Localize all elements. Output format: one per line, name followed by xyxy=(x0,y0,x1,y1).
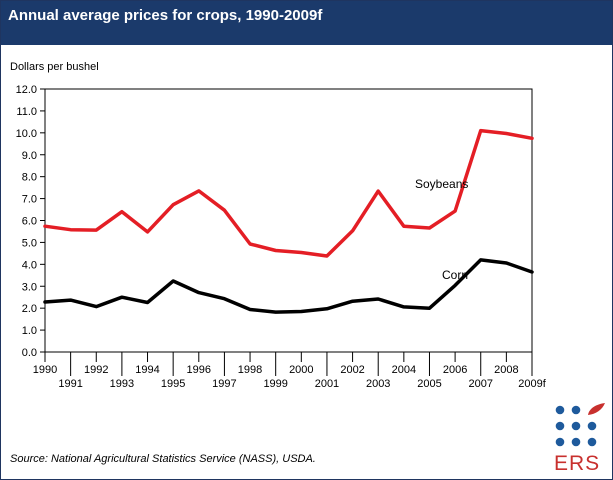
series-label-soybeans: Soybeans xyxy=(415,177,468,191)
x-tick-label: 1990 xyxy=(33,364,57,376)
ers-logo xyxy=(555,403,605,447)
y-tick-label: 4.0 xyxy=(22,259,37,271)
x-tick-label: 2007 xyxy=(468,378,492,390)
ers-logo-text: ERS xyxy=(554,452,601,475)
y-tick-label: 9.0 xyxy=(22,150,37,162)
x-tick-label: 2008 xyxy=(494,364,518,376)
x-tick-label: 2003 xyxy=(366,378,390,390)
y-tick-label: 1.0 xyxy=(22,325,37,337)
header-bar: Annual average prices for crops, 1990-20… xyxy=(1,1,612,45)
y-tick-label: 5.0 xyxy=(22,237,37,249)
y-tick-label: 6.0 xyxy=(22,216,37,228)
x-tick-label: 1998 xyxy=(238,364,262,376)
y-tick-label: 7.0 xyxy=(22,194,37,206)
x-tick-label: 1993 xyxy=(110,378,134,390)
x-tick-label: 2000 xyxy=(289,364,313,376)
logo-dots-icon xyxy=(555,405,597,447)
x-tick-label: 2005 xyxy=(417,378,441,390)
y-tick-label: 12.0 xyxy=(16,84,37,96)
y-tick-label: 8.0 xyxy=(22,172,37,184)
x-tick-label: 2009f xyxy=(518,378,546,390)
y-axis-label: Dollars per bushel xyxy=(10,61,99,73)
source-note: Source: National Agricultural Statistics… xyxy=(10,453,316,465)
x-tick-label: 2002 xyxy=(340,364,364,376)
y-tick-label: 0.0 xyxy=(22,347,37,359)
x-tick-label: 2006 xyxy=(443,364,467,376)
y-tick-label: 2.0 xyxy=(22,303,37,315)
x-tick-label: 1991 xyxy=(58,378,82,390)
series-line-corn xyxy=(43,258,534,314)
y-tick-label: 11.0 xyxy=(16,106,37,118)
x-tick-label: 1997 xyxy=(212,378,236,390)
x-tick-label: 2001 xyxy=(315,378,339,390)
x-tick-label: 1994 xyxy=(135,364,159,376)
x-tick-label: 1999 xyxy=(263,378,287,390)
logo-leaf-icon xyxy=(588,403,605,415)
x-tick-label: 1992 xyxy=(84,364,108,376)
chart-title: Annual average prices for crops, 1990-20… xyxy=(8,7,323,24)
x-tick-label: 1996 xyxy=(187,364,211,376)
x-tick-label: 1995 xyxy=(161,378,185,390)
series-line-soybeans xyxy=(43,128,534,258)
series-label-corn: Corn xyxy=(442,268,468,282)
y-tick-label: 10.0 xyxy=(16,128,37,140)
y-tick-label: 3.0 xyxy=(22,281,37,293)
x-tick-label: 2004 xyxy=(392,364,416,376)
